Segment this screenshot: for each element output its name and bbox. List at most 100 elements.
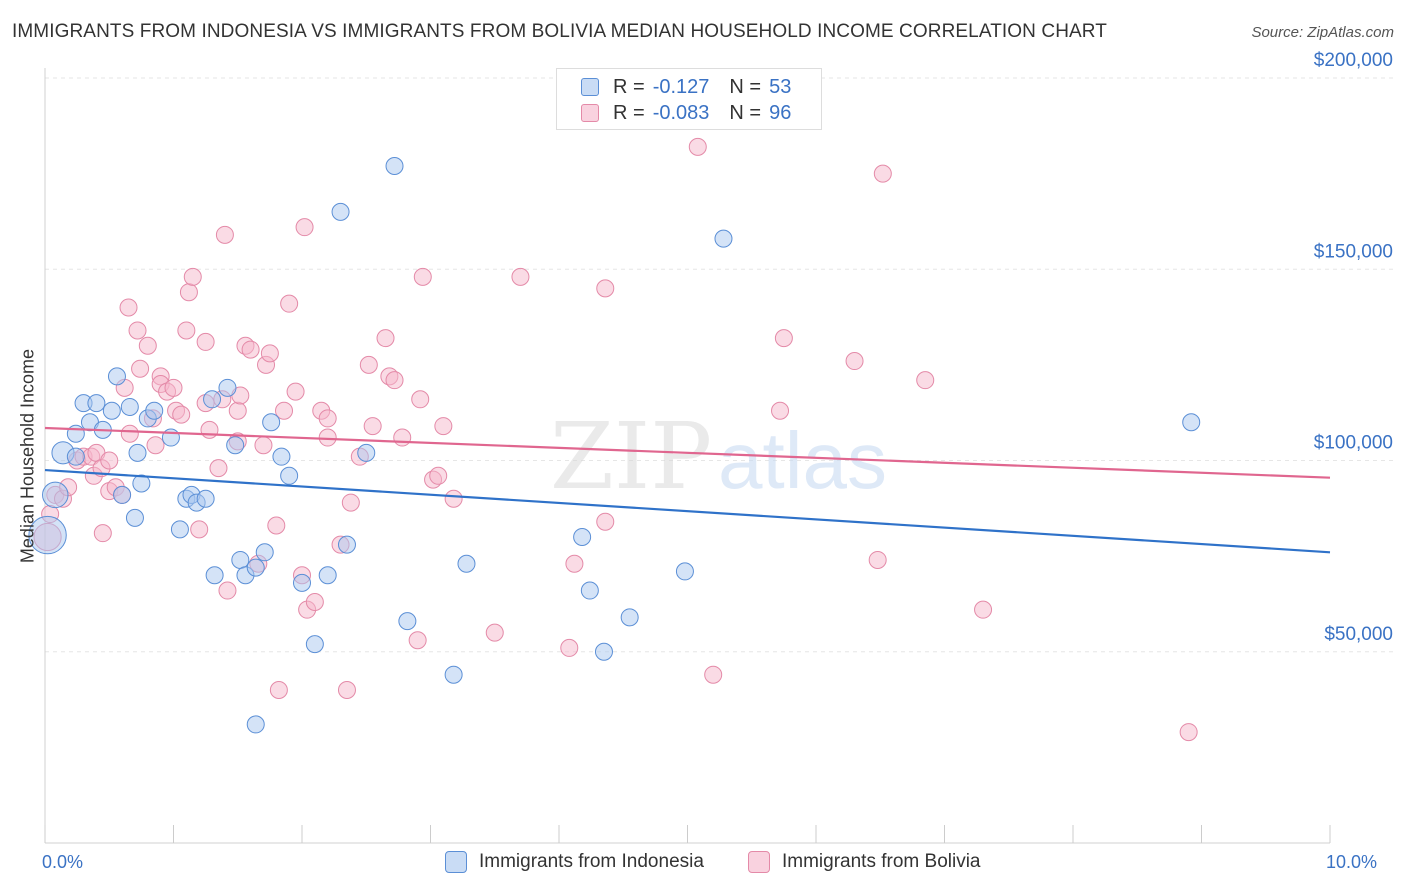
- bolivia-point: [873, 164, 892, 183]
- bolivia-point: [411, 390, 430, 409]
- trend-line-indonesia: [44, 468, 1331, 554]
- bolivia-point: [128, 321, 147, 340]
- bolivia-point: [413, 267, 432, 286]
- bolivia-point: [565, 554, 584, 573]
- legend-item-bolivia: Immigrants from Bolivia: [748, 851, 981, 873]
- bolivia-point: [209, 459, 228, 478]
- bolivia-point: [269, 681, 288, 699]
- indonesia-point: [573, 528, 592, 546]
- bolivia-point: [280, 294, 299, 313]
- legend-label-bolivia: Immigrants from Bolivia: [782, 851, 981, 872]
- stats-r-label: R =: [613, 75, 645, 98]
- bolivia-point: [974, 600, 993, 619]
- stats-row-bolivia: R = -0.083 N = 96: [581, 100, 791, 126]
- bolivia-point: [485, 623, 504, 642]
- bolivia-point: [138, 336, 157, 355]
- bolivia-point: [172, 405, 191, 424]
- legend-swatch-bolivia: [748, 851, 770, 873]
- indonesia-point: [246, 715, 265, 734]
- x-tick-label-min: 0.0%: [42, 852, 84, 872]
- bolivia-point: [868, 550, 887, 569]
- y-tick-labels: $50,000 $100,000 $150,000 $200,000: [1314, 50, 1393, 645]
- indonesia-point: [457, 554, 476, 573]
- bolivia-point: [267, 516, 286, 535]
- y-tick-label: $100,000: [1314, 433, 1393, 454]
- indonesia-point: [87, 394, 106, 413]
- bolivia-point: [444, 489, 463, 508]
- bolivia-point: [341, 493, 360, 512]
- bolivia-point: [596, 279, 615, 298]
- trend-line-bolivia: [44, 426, 1331, 479]
- bolivia-point: [337, 681, 356, 699]
- stats-r-value: -0.127: [652, 75, 710, 98]
- stats-r-label: R =: [613, 101, 645, 124]
- bolivia-point: [305, 593, 324, 612]
- y-tick-label: $150,000: [1314, 241, 1393, 262]
- indonesia-point: [337, 535, 356, 554]
- indonesia-point: [128, 443, 147, 462]
- indonesia-point: [255, 543, 274, 562]
- indonesia-point: [318, 566, 337, 585]
- indonesia-point: [398, 612, 417, 631]
- bolivia-point: [286, 382, 305, 401]
- indonesia-point: [246, 558, 265, 577]
- bolivia-point: [215, 225, 234, 244]
- bolivia-point: [131, 359, 150, 378]
- bolivia-point: [295, 218, 314, 237]
- indonesia-point: [620, 608, 639, 627]
- watermark: ZIP atlas: [550, 403, 887, 510]
- bolivia-point: [228, 401, 247, 420]
- indonesia-point: [444, 665, 463, 684]
- bolivia-point: [376, 329, 395, 348]
- indonesia-point: [66, 424, 85, 443]
- bolivia-point: [196, 332, 215, 351]
- indonesia-point: [714, 229, 733, 248]
- bolivia-point: [385, 371, 404, 390]
- stats-row-indonesia: R = -0.127 N = 53: [581, 74, 791, 100]
- bolivia-point: [190, 520, 209, 539]
- indonesia-point: [66, 447, 85, 466]
- bolivia-point: [183, 267, 202, 286]
- bolivia-point: [146, 436, 165, 455]
- stats-n-label: N =: [729, 75, 762, 98]
- bolivia-point: [363, 417, 382, 436]
- indonesia-point: [203, 390, 222, 409]
- axes: [44, 68, 1331, 844]
- bolivia-point: [434, 417, 453, 436]
- indonesia-point: [385, 156, 404, 175]
- indonesia-point: [102, 401, 121, 420]
- indonesia-point: [120, 397, 139, 416]
- series-indonesia-points: [28, 156, 1201, 734]
- indonesia-point: [305, 635, 324, 654]
- bolivia-point: [560, 638, 579, 657]
- bolivia-point: [393, 428, 412, 447]
- bolivia-point: [318, 409, 337, 428]
- bolivia-point: [318, 428, 337, 447]
- bolivia-point: [1179, 723, 1198, 742]
- bolivia-point: [429, 466, 448, 485]
- bolivia-point: [596, 512, 615, 531]
- indonesia-point: [42, 481, 69, 509]
- legend-label-indonesia: Immigrants from Indonesia: [479, 851, 704, 872]
- indonesia-point: [280, 466, 299, 485]
- bolivia-point: [704, 665, 723, 684]
- trend-lines: [44, 426, 1331, 554]
- bolivia-point: [511, 267, 530, 286]
- indonesia-point: [28, 515, 67, 555]
- bolivia-point: [218, 581, 237, 600]
- bolivia-point: [100, 451, 119, 470]
- bolivia-point: [200, 420, 219, 439]
- indonesia-point: [145, 401, 164, 420]
- chart-title: IMMIGRANTS FROM INDONESIA VS IMMIGRANTS …: [12, 21, 1107, 42]
- bolivia-point: [408, 631, 427, 650]
- bolivia-point: [179, 283, 198, 302]
- bolivia-point: [771, 401, 790, 420]
- stats-n-value: 96: [769, 101, 792, 124]
- indonesia-point: [1182, 413, 1201, 432]
- stats-swatch-bolivia: [581, 104, 599, 122]
- indonesia-point: [226, 436, 245, 455]
- indonesia-point: [262, 413, 281, 432]
- stats-swatch-indonesia: [581, 78, 599, 96]
- indonesia-point: [113, 485, 132, 504]
